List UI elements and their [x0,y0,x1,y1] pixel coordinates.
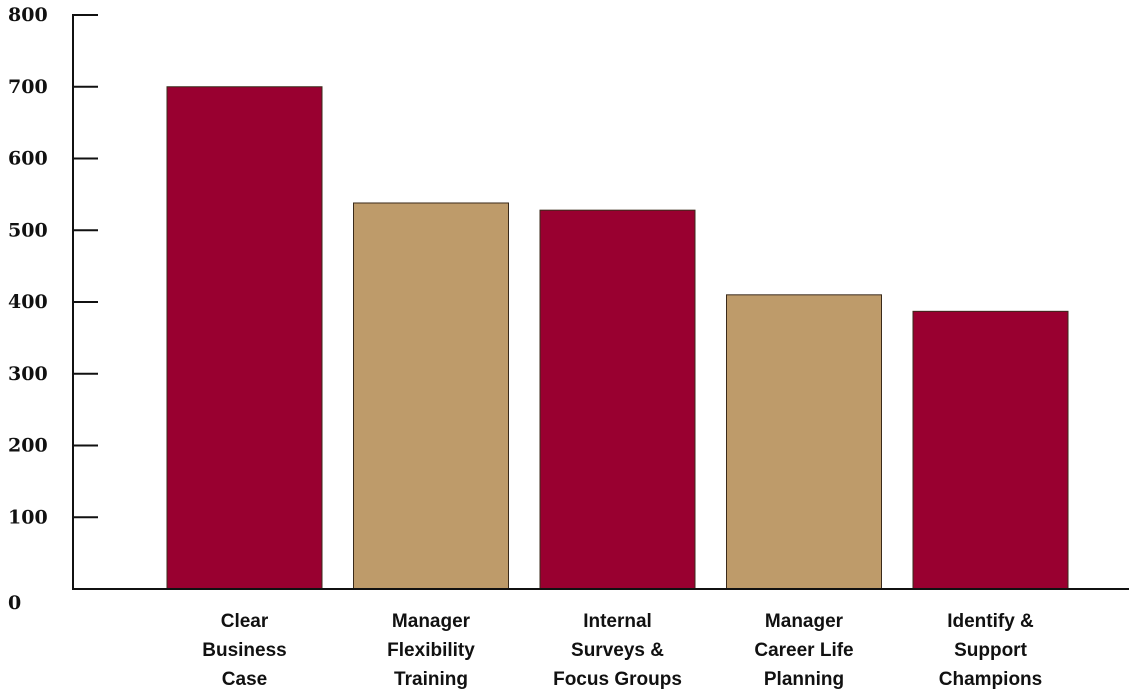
bar [912,310,1069,590]
x-category-label-line: Identify & [947,611,1034,632]
x-category-label-line: Surveys & [571,640,664,661]
bar [539,209,696,590]
x-category-label-line: Champions [939,669,1042,690]
x-category-label-line: Internal [583,611,652,632]
bar [166,86,323,590]
x-category-label-line: Training [394,669,468,690]
x-category-label-line: Clear [221,611,269,632]
y-tick-label: 600 [8,148,48,170]
x-category-label-line: Business [202,640,286,661]
bar [726,294,882,590]
y-axis-ticks: 0 100 200 300 400 500 600 700 800 [8,4,98,614]
x-category-label: Manager Career Life Planning [754,611,853,690]
y-tick-label: 700 [8,76,48,98]
bars [166,86,1069,590]
x-category-label: Clear Business Case [202,611,286,690]
x-category-label-line: Focus Groups [553,669,682,690]
x-category-label-line: Flexibility [387,640,475,661]
y-tick-label: 200 [8,435,48,457]
x-axis-labels: Clear Business Case Manager Flexibility Train… [202,611,1042,690]
axes [72,14,1129,590]
x-category-label-line: Manager [765,611,844,632]
y-tick-label: 400 [8,291,48,313]
axis-lines [72,14,1129,590]
y-tick-label: 500 [8,219,48,241]
x-category-label-line: Support [954,640,1027,661]
x-category-label-line: Case [222,669,267,690]
x-category-label-line: Manager [392,611,471,632]
x-category-label: Internal Surveys & Focus Groups [553,611,682,690]
x-category-label-line: Planning [764,669,844,690]
x-category-label: Manager Flexibility Training [387,611,475,690]
y-tick-label: 0 [8,592,21,614]
bar [353,202,509,590]
y-tick-label: 100 [8,506,48,528]
x-category-label-line: Career Life [754,640,853,661]
y-tick-label: 300 [8,363,48,385]
y-tick-label: 800 [8,4,48,26]
x-category-label: Identify & Support Champions [939,611,1042,690]
